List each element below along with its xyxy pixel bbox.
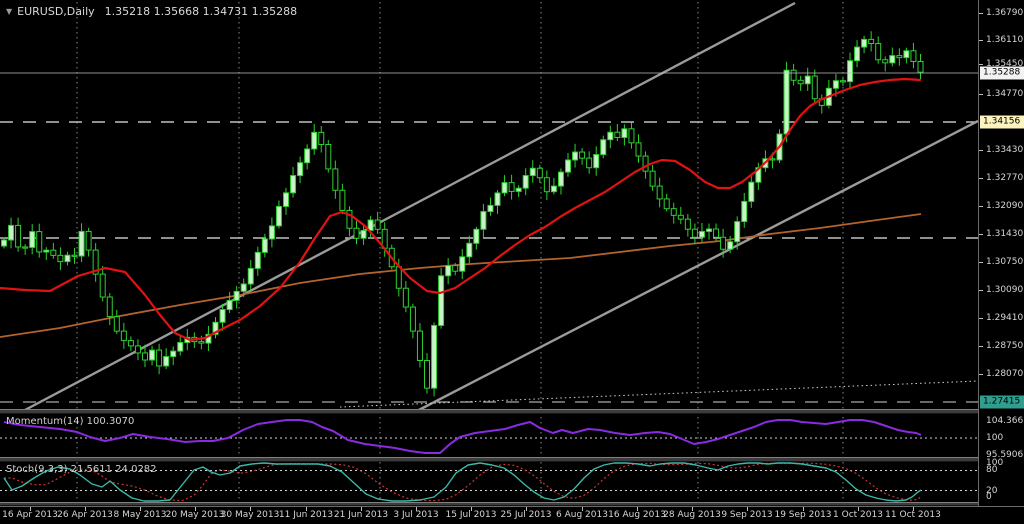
momentum-line[interactable] bbox=[3, 419, 922, 454]
price-tick-mark bbox=[979, 206, 983, 207]
price-tick-label: 1.31430 bbox=[986, 229, 1024, 239]
date-tick-mark bbox=[195, 507, 196, 511]
date-axis[interactable]: 16 Apr 2013 26 Apr 2013 8 May 2013 20 May 2… bbox=[0, 506, 1024, 524]
price-tick-label: 1.36110 bbox=[986, 35, 1024, 45]
indicator-axis-label: 0 bbox=[986, 492, 992, 502]
ohlc-values: 1.35218 1.35668 1.34731 1.35288 bbox=[104, 5, 298, 18]
date-label: 3 Jul 2013 bbox=[393, 510, 439, 520]
current-price-label: 1.35288 bbox=[980, 66, 1024, 80]
price-tick-label: 1.30090 bbox=[986, 285, 1024, 295]
date-label: 25 Jul 2013 bbox=[500, 510, 552, 520]
date-tick-mark bbox=[692, 507, 693, 511]
trendline-upper-gray-channel[interactable] bbox=[24, 1, 796, 412]
stochastic-indicator-label: Stoch(9,3,3) 21.5611 24.0282 bbox=[6, 464, 157, 475]
date-label: 20 May 2013 bbox=[165, 510, 225, 520]
price-tick-mark bbox=[979, 64, 983, 65]
chart-title: ▼ EURUSD,Daily 1.35218 1.35668 1.34731 1.3… bbox=[6, 5, 297, 18]
price-tick-mark bbox=[979, 346, 983, 347]
indicator-axis-label: 100 bbox=[986, 433, 1004, 443]
date-label: 11 Jun 2013 bbox=[278, 510, 334, 520]
momentum-indicator-label: Momentum(14) 100.3070 bbox=[6, 416, 135, 427]
support-level-label: 1.27415 bbox=[980, 395, 1024, 409]
date-tick-mark bbox=[471, 507, 472, 511]
candles[interactable] bbox=[1, 31, 924, 397]
panel-separator[interactable] bbox=[0, 457, 1024, 462]
date-tick-mark bbox=[747, 507, 748, 511]
price-tick-label: 1.29410 bbox=[986, 313, 1024, 323]
date-tick-mark bbox=[30, 507, 31, 511]
price-tick-mark bbox=[979, 178, 983, 179]
date-label: 9 Sep 2013 bbox=[721, 510, 773, 520]
date-label: 19 Sep 2013 bbox=[774, 510, 832, 520]
price-tick-mark bbox=[979, 150, 983, 151]
date-tick-mark bbox=[361, 507, 362, 511]
date-label: 21 Jun 2013 bbox=[333, 510, 389, 520]
panel-separator[interactable] bbox=[0, 409, 1024, 414]
price-tick-label: 1.34770 bbox=[986, 89, 1024, 99]
date-label: 6 Aug 2013 bbox=[556, 510, 608, 520]
symbol-timeframe-label: EURUSD,Daily bbox=[17, 5, 95, 18]
indicator-axis-label: 80 bbox=[986, 465, 998, 475]
price-tick-mark bbox=[979, 94, 983, 95]
indicator-axis-label: 95.5906 bbox=[986, 450, 1024, 460]
panel-separator[interactable] bbox=[0, 502, 1024, 506]
date-label: 8 May 2013 bbox=[113, 510, 167, 520]
price-tick-label: 1.28750 bbox=[986, 341, 1024, 351]
slow-ma-line[interactable] bbox=[0, 213, 922, 338]
price-tick-label: 1.36790 bbox=[986, 8, 1024, 18]
trendline-lower-gray-channel[interactable] bbox=[414, 119, 979, 414]
date-tick-mark bbox=[803, 507, 804, 511]
date-tick-mark bbox=[858, 507, 859, 511]
price-axis[interactable]: 1.35288 1.34156 1.27415 1.36790 1.36110 1.… bbox=[978, 0, 1024, 524]
price-tick-mark bbox=[979, 318, 983, 319]
price-tick-label: 1.35450 bbox=[986, 59, 1024, 69]
date-label: 15 Jul 2013 bbox=[445, 510, 497, 520]
price-tick-mark bbox=[979, 13, 983, 14]
date-label: 1 Oct 2013 bbox=[833, 510, 883, 520]
date-tick-mark bbox=[416, 507, 417, 511]
date-label: 16 Apr 2013 bbox=[2, 510, 58, 520]
date-label: 11 Oct 2013 bbox=[885, 510, 941, 520]
trendline-dotted-trendline[interactable] bbox=[339, 380, 979, 408]
date-label: 16 Aug 2013 bbox=[608, 510, 666, 520]
indicator-axis-label: 104.3663 bbox=[986, 416, 1024, 426]
date-label: 26 Apr 2013 bbox=[57, 510, 113, 520]
price-tick-mark bbox=[979, 40, 983, 41]
date-tick-mark bbox=[85, 507, 86, 511]
resistance-level-label: 1.34156 bbox=[980, 115, 1024, 129]
price-tick-label: 1.32770 bbox=[986, 173, 1024, 183]
price-tick-mark bbox=[979, 262, 983, 263]
price-tick-mark bbox=[979, 374, 983, 375]
date-tick-mark bbox=[582, 507, 583, 511]
date-tick-mark bbox=[913, 507, 914, 511]
price-tick-label: 1.33430 bbox=[986, 145, 1024, 155]
date-tick-mark bbox=[250, 507, 251, 511]
price-tick-label: 1.32090 bbox=[986, 201, 1024, 211]
date-tick-mark bbox=[140, 507, 141, 511]
price-tick-label: 1.30750 bbox=[986, 257, 1024, 267]
indicator-axis-label: 20 bbox=[986, 486, 998, 496]
collapse-arrow-icon[interactable]: ▼ bbox=[6, 7, 13, 16]
price-tick-mark bbox=[979, 234, 983, 235]
date-tick-mark bbox=[526, 507, 527, 511]
date-tick-mark bbox=[637, 507, 638, 511]
price-tick-mark bbox=[979, 290, 983, 291]
date-label: 30 May 2013 bbox=[220, 510, 280, 520]
date-label: 28 Aug 2013 bbox=[663, 510, 721, 520]
stochastic-main-line[interactable] bbox=[3, 462, 922, 502]
indicator-axis-label: 100 bbox=[986, 458, 1004, 468]
date-tick-mark bbox=[306, 507, 307, 511]
price-tick-label: 1.28070 bbox=[986, 369, 1024, 379]
fast-ma-line[interactable] bbox=[0, 77, 922, 342]
